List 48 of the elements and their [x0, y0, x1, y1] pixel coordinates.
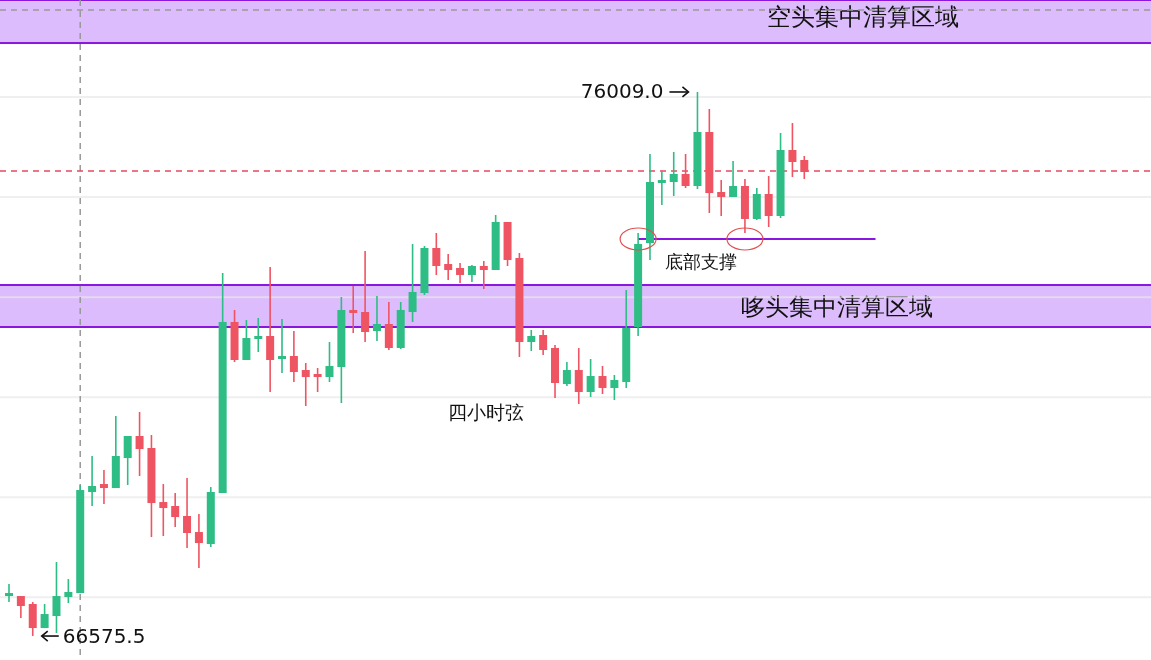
candlestick: [266, 266, 275, 393]
candlestick: [764, 175, 773, 228]
candlestick: [171, 492, 180, 528]
candlestick: [64, 578, 73, 604]
candlestick: [539, 329, 548, 356]
candlestick: [123, 435, 132, 486]
candlestick: [254, 317, 263, 353]
annotation: 四小时弦: [448, 401, 524, 423]
candlestick: [717, 179, 726, 217]
candlestick: [729, 160, 738, 198]
candlestick: [159, 483, 168, 537]
candlestick: [361, 250, 370, 343]
candlestick: [52, 561, 61, 634]
candlestick: [456, 262, 465, 284]
candlestick: [444, 253, 453, 281]
candlestick: [325, 341, 334, 383]
annotation: 底部支撑: [665, 250, 738, 272]
candlestick: [99, 469, 108, 505]
candlestick: [40, 603, 49, 629]
candlestick: [301, 362, 310, 407]
annotation: 76009.0: [580, 78, 664, 103]
candlestick: [194, 513, 203, 569]
candlestick: [610, 374, 619, 401]
candlestick: [242, 319, 251, 361]
candlestick: [598, 365, 607, 395]
candlestick: [289, 330, 298, 383]
candlestick: [372, 295, 381, 342]
annotation: 66575.5: [62, 624, 146, 649]
candlestick: [527, 329, 536, 352]
candlestick: [669, 151, 678, 197]
candlestick: [349, 285, 358, 334]
candlestick: [88, 455, 97, 507]
candlestick: [16, 595, 25, 619]
candlestick: [384, 301, 393, 351]
candlestick: [278, 318, 287, 374]
candlestick: [479, 260, 488, 290]
candlestick: [5, 583, 13, 603]
candlestick: [183, 477, 192, 549]
band-label: 哆头集中清算区域: [741, 293, 933, 322]
candlestick: [432, 232, 441, 276]
candlestick: [586, 358, 595, 398]
band-label: 空头集中清算区域: [767, 2, 959, 31]
candlestick: [574, 347, 583, 405]
candlestick: [562, 361, 571, 387]
candlestick: [657, 170, 666, 206]
candlestick: [313, 367, 322, 393]
candlestick: [135, 411, 144, 477]
candlestick: [408, 243, 417, 323]
